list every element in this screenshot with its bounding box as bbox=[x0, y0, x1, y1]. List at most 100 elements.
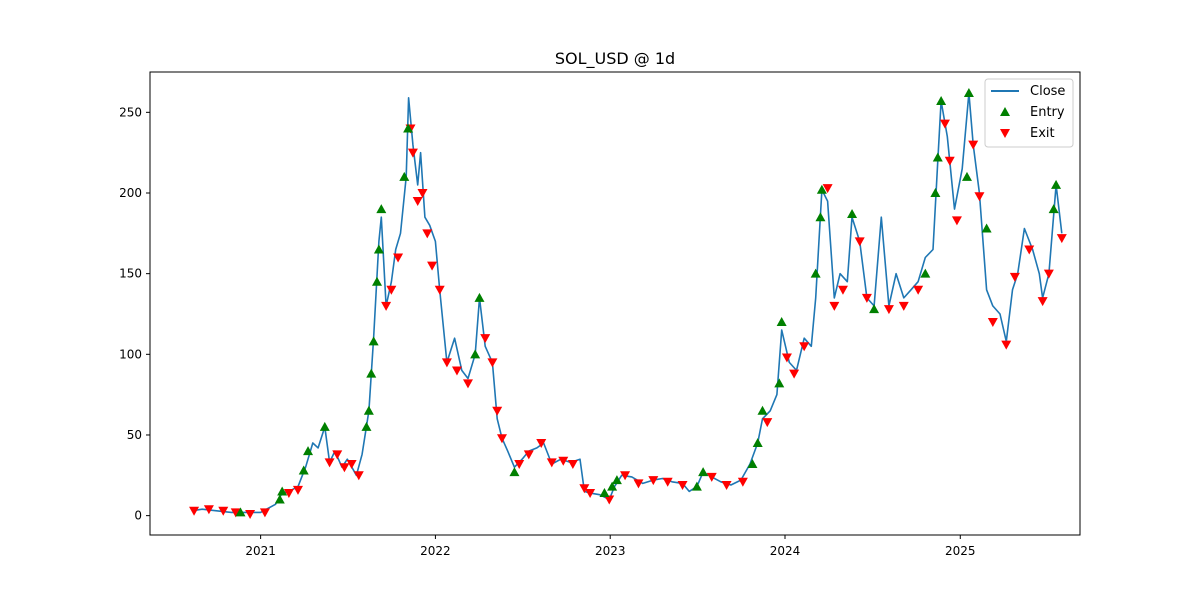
exit-marker bbox=[913, 285, 924, 295]
exit-marker bbox=[441, 358, 452, 368]
entry-marker bbox=[376, 204, 387, 214]
exit-marker bbox=[706, 472, 717, 482]
entry-marker bbox=[371, 276, 382, 286]
entry-marker bbox=[920, 268, 931, 278]
exit-marker bbox=[381, 301, 392, 311]
entry-marker bbox=[810, 268, 821, 278]
exit-marker bbox=[822, 184, 833, 194]
entry-marker bbox=[303, 446, 314, 456]
exit-marker bbox=[427, 261, 438, 271]
y-tick-label: 100 bbox=[119, 347, 142, 361]
exit-marker bbox=[854, 237, 865, 247]
exit-marker bbox=[837, 285, 848, 295]
entry-marker bbox=[930, 187, 941, 197]
exit-marker bbox=[579, 484, 590, 494]
exit-marker bbox=[987, 318, 998, 328]
legend-exit-label: Exit bbox=[1030, 126, 1055, 141]
entry-marker bbox=[274, 494, 285, 504]
exit-marker bbox=[245, 510, 256, 520]
entry-marker bbox=[1051, 179, 1062, 189]
entry-marker bbox=[611, 475, 622, 485]
exit-marker bbox=[546, 458, 557, 468]
exit-marker bbox=[407, 148, 418, 158]
x-tick-label: 2023 bbox=[595, 544, 626, 558]
exit-marker bbox=[514, 460, 525, 470]
entry-marker bbox=[298, 465, 309, 475]
entry-marker bbox=[776, 317, 787, 327]
entry-marker bbox=[403, 123, 414, 133]
plot-frame bbox=[149, 71, 1081, 536]
exit-marker bbox=[189, 506, 200, 516]
exit-marker bbox=[492, 406, 503, 416]
exit-marker bbox=[230, 508, 241, 518]
entry-marker bbox=[363, 405, 374, 415]
exit-marker bbox=[604, 495, 615, 505]
exit-marker bbox=[968, 140, 979, 150]
y-tick-label: 150 bbox=[119, 267, 142, 281]
entry-marker bbox=[373, 244, 384, 254]
exit-marker bbox=[829, 301, 840, 311]
exit-marker bbox=[1001, 340, 1012, 350]
exit-marker bbox=[585, 489, 596, 499]
entry-marker bbox=[961, 171, 972, 181]
entry-marker bbox=[277, 486, 288, 496]
entry-marker bbox=[474, 292, 485, 302]
exit-marker bbox=[898, 301, 909, 311]
entry-marker bbox=[981, 223, 992, 233]
exit-marker bbox=[567, 460, 578, 470]
exit-marker bbox=[1009, 272, 1020, 282]
legend-entry-swatch bbox=[1000, 107, 1010, 116]
entry-marker bbox=[815, 212, 826, 222]
exit-marker bbox=[944, 156, 955, 166]
exit-marker bbox=[633, 479, 644, 489]
entry-marker bbox=[599, 488, 610, 498]
exit-marker bbox=[789, 369, 800, 379]
exit-marker bbox=[523, 450, 534, 460]
y-tick-label: 50 bbox=[127, 428, 142, 442]
exit-marker bbox=[259, 508, 270, 518]
exit-marker bbox=[218, 506, 229, 516]
axes: 0 50 100 150 200 250 2021 2022 2023 2024 2025 bbox=[119, 105, 975, 558]
entry-marker bbox=[1048, 204, 1059, 214]
exit-marker bbox=[422, 229, 433, 239]
legend-entry-label: Entry bbox=[1030, 105, 1065, 120]
entry-marker bbox=[470, 349, 481, 359]
exit-marker bbox=[412, 197, 423, 207]
exit-marker bbox=[721, 480, 732, 490]
exit-marker bbox=[1024, 245, 1035, 255]
exit-marker bbox=[480, 334, 491, 344]
close-series-line bbox=[191, 92, 1063, 514]
y-tick-label: 200 bbox=[119, 186, 142, 200]
exit-marker bbox=[737, 477, 748, 487]
entry-marker bbox=[963, 87, 974, 97]
entry-marker bbox=[752, 438, 763, 448]
entry-marker bbox=[319, 421, 330, 431]
exit-marker bbox=[677, 480, 688, 490]
entry-marker bbox=[361, 421, 372, 431]
entry-marker bbox=[368, 336, 379, 346]
entry-marker bbox=[816, 184, 827, 194]
exit-marker bbox=[487, 358, 498, 368]
entry-marker bbox=[757, 405, 768, 415]
exit-marker bbox=[974, 192, 985, 202]
legend-exit-swatch bbox=[1000, 129, 1010, 138]
legend-close-label: Close bbox=[1030, 84, 1065, 99]
exit-marker bbox=[662, 477, 673, 487]
chart-title: SOL_USD @ 1d bbox=[555, 49, 675, 69]
exit-marker bbox=[386, 285, 397, 295]
exit-marker bbox=[434, 285, 445, 295]
entry-marker bbox=[235, 507, 246, 517]
plot-area bbox=[189, 87, 1067, 520]
y-tick-label: 0 bbox=[134, 509, 142, 523]
entry-marker bbox=[847, 208, 858, 218]
exit-marker bbox=[861, 293, 872, 303]
entry-marker bbox=[774, 378, 785, 388]
entry-marker bbox=[698, 467, 709, 477]
exit-marker bbox=[951, 216, 962, 226]
exit-marker bbox=[781, 353, 792, 363]
entry-marker bbox=[691, 481, 702, 491]
exit-marker bbox=[620, 471, 631, 481]
exit-marker bbox=[417, 188, 428, 198]
